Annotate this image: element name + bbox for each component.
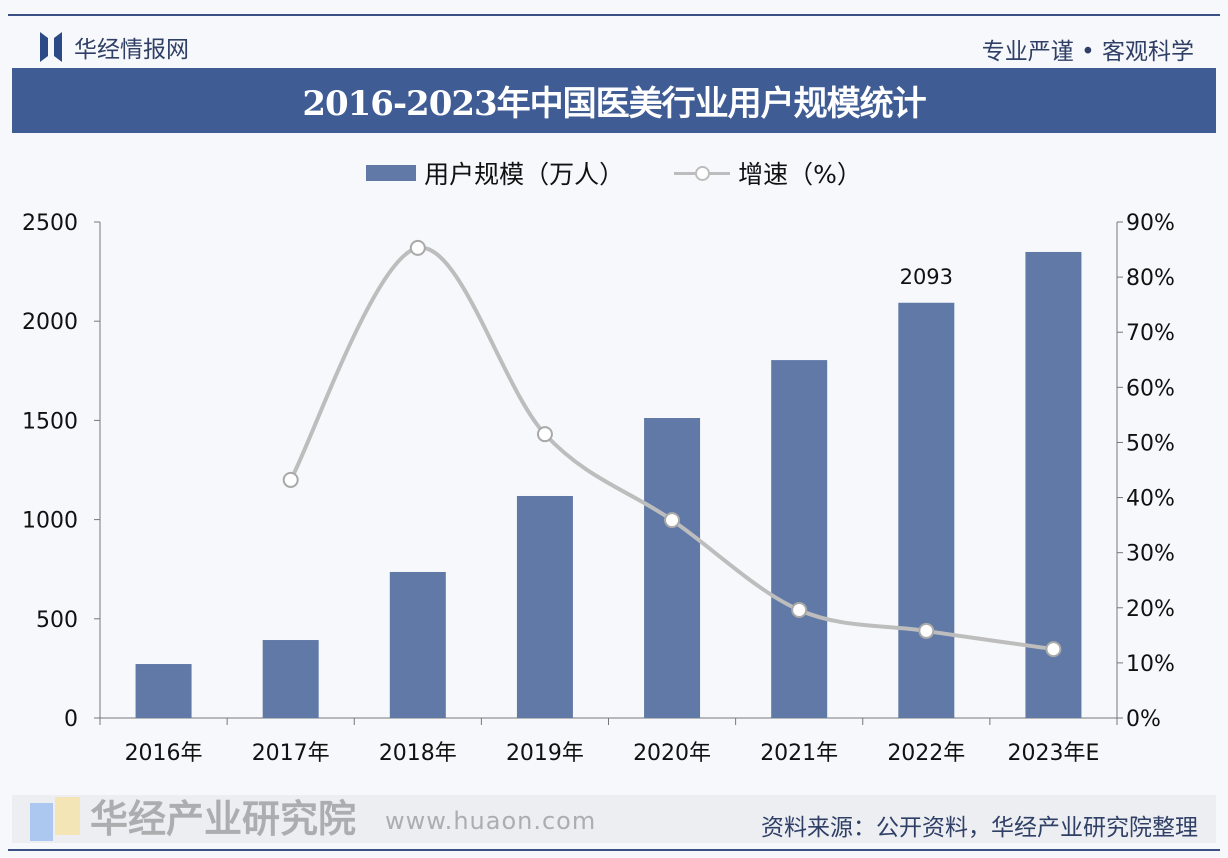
- growth-point-3: [664, 512, 681, 529]
- left-tick-label: 1500: [22, 409, 78, 434]
- x-tick-label: 2018年: [379, 741, 457, 766]
- right-tick-label: 40%: [1126, 487, 1175, 512]
- legend: 用户规模（万人） 增速（%）: [0, 155, 1228, 191]
- left-tick-label: 2500: [22, 211, 78, 236]
- growth-line: [288, 245, 1054, 652]
- slogan: 专业严谨 • 客观科学: [981, 39, 1194, 65]
- growth-point-4: [791, 601, 808, 618]
- growth-point-6: [1045, 641, 1062, 658]
- right-tick-label: 80%: [1126, 266, 1175, 291]
- right-tick-label: 20%: [1126, 597, 1175, 622]
- data-label: 2093: [900, 265, 953, 289]
- growth-point-5: [918, 622, 935, 639]
- x-tick-label: 2019年: [506, 741, 584, 766]
- growth-point-2: [536, 426, 553, 443]
- watermark-url: www.huaon.com: [385, 807, 597, 835]
- bar-2023年E: [1025, 251, 1082, 718]
- bar-2019年: [516, 495, 573, 718]
- growth-point-0: [282, 471, 299, 488]
- source-note: 资料来源：公开资料，华经产业研究院整理: [761, 815, 1198, 841]
- title-band: 2016-2023年中国医美行业用户规模统计: [12, 68, 1216, 133]
- bar-2021年: [771, 360, 828, 718]
- watermark-logo-icon: [30, 797, 80, 841]
- bar-2017年: [262, 640, 319, 718]
- legend-line-swatch: [674, 163, 731, 183]
- right-tick-label: 30%: [1126, 542, 1175, 567]
- brand: 华经情报网: [40, 30, 189, 64]
- legend-label: 增速（%）: [738, 160, 862, 189]
- bar-2022年: [898, 302, 955, 718]
- x-tick-label: 2017年: [252, 741, 330, 766]
- x-tick-label: 2023年E: [1007, 741, 1099, 766]
- right-tick-label: 70%: [1126, 321, 1175, 346]
- right-tick-label: 50%: [1126, 431, 1175, 456]
- left-tick-label: 500: [36, 608, 78, 633]
- x-tick-label: 2016年: [125, 741, 203, 766]
- watermark-text: 华经产业研究院: [90, 797, 357, 841]
- bar-2020年: [644, 418, 701, 718]
- right-tick-label: 0%: [1126, 707, 1161, 732]
- left-tick-label: 1000: [22, 509, 78, 534]
- legend-bar-swatch: [366, 165, 417, 181]
- right-tick-label: 60%: [1126, 376, 1175, 401]
- source-band: [12, 795, 1216, 843]
- x-tick-label: 2022年: [887, 741, 965, 766]
- right-tick-label: 10%: [1126, 652, 1175, 677]
- legend-label: 用户规模（万人）: [424, 160, 625, 189]
- legend-item-line: 增速（%）: [674, 155, 862, 191]
- top-divider: [8, 14, 1220, 16]
- right-tick-label: 90%: [1126, 211, 1175, 236]
- growth-point-1: [409, 239, 426, 256]
- bar-2018年: [389, 571, 446, 718]
- x-tick-label: 2021年: [760, 741, 838, 766]
- x-tick-label: 2020年: [633, 741, 711, 766]
- legend-item-bar: 用户规模（万人）: [366, 155, 624, 191]
- chart-title: 2016-2023年中国医美行业用户规模统计: [302, 84, 926, 124]
- left-tick-label: 2000: [22, 310, 78, 335]
- bottom-divider: [8, 849, 1220, 851]
- brand-name: 华经情报网: [74, 37, 189, 63]
- bar-2016年: [135, 664, 192, 718]
- left-tick-label: 0: [64, 707, 78, 732]
